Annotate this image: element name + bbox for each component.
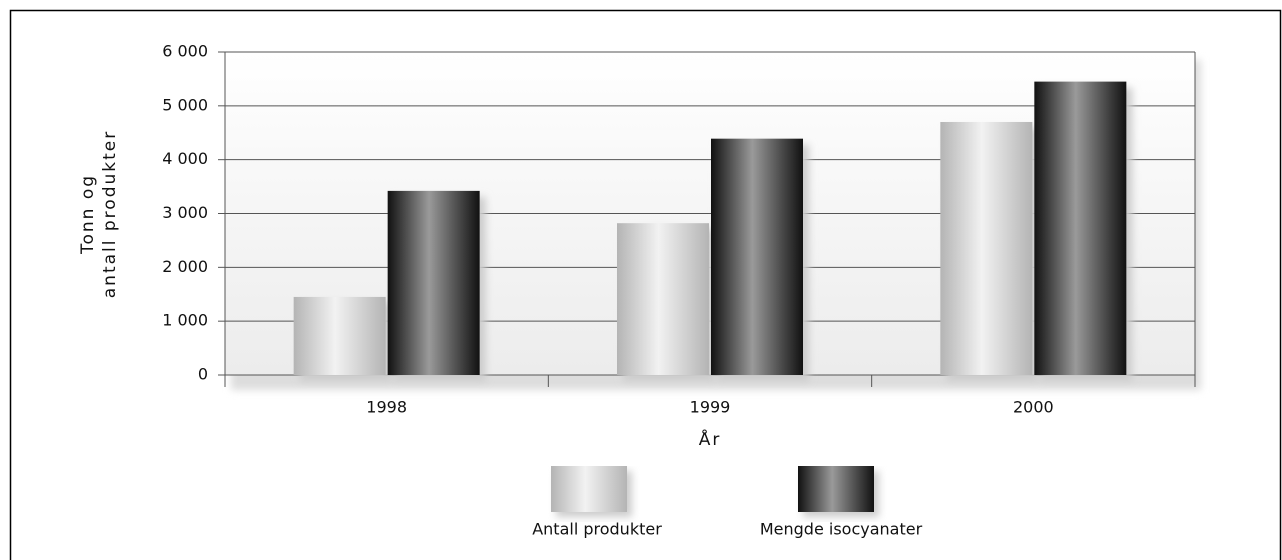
- bar: [387, 190, 480, 375]
- y-tick-label: 4 000: [162, 149, 208, 168]
- y-tick-label: 6 000: [162, 42, 208, 61]
- legend-label: Mengde isocyanater: [760, 520, 923, 539]
- y-tick-label: 5 000: [162, 95, 208, 114]
- y-tick-label: 1 000: [162, 311, 208, 330]
- y-tick-label: 3 000: [162, 203, 208, 222]
- x-tick-label: 1999: [690, 398, 731, 417]
- bar: [940, 121, 1033, 375]
- bar: [617, 223, 709, 375]
- bar: [711, 138, 803, 375]
- legend-label: Antall produkter: [532, 520, 662, 539]
- y-axis-title: Tonn og: [78, 174, 98, 255]
- bar: [1034, 81, 1127, 375]
- x-axis-title: År: [699, 428, 722, 450]
- y-tick-label: 2 000: [162, 257, 208, 276]
- bar: [293, 296, 386, 375]
- legend-swatch: [798, 466, 874, 512]
- x-tick-label: 1998: [366, 398, 407, 417]
- frame: [9, 9, 1282, 560]
- legend-swatch: [551, 466, 627, 512]
- y-axis-title: antall produkter: [100, 130, 120, 298]
- y-tick-label: 0: [198, 365, 208, 384]
- x-tick-label: 2000: [1013, 398, 1054, 417]
